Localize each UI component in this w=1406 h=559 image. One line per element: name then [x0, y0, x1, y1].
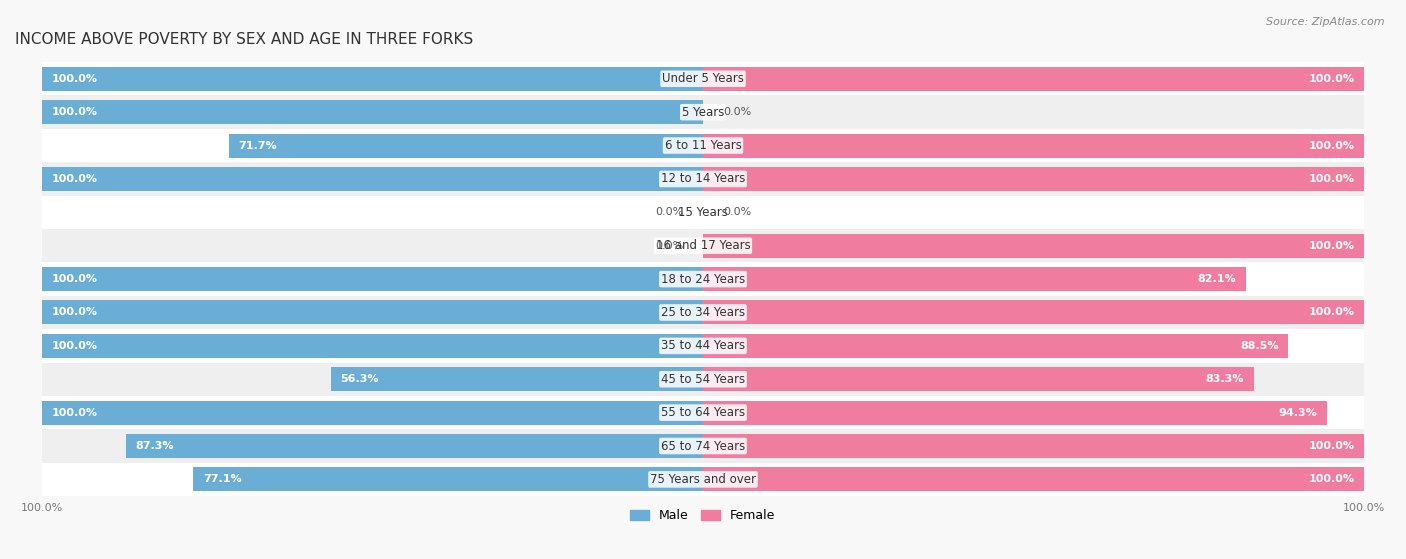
Text: 5 Years: 5 Years: [682, 106, 724, 119]
Text: 15 Years: 15 Years: [678, 206, 728, 219]
Bar: [42, 262, 1364, 296]
Legend: Male, Female: Male, Female: [630, 509, 776, 522]
Bar: [703, 167, 1364, 191]
Text: 94.3%: 94.3%: [1278, 408, 1317, 418]
Text: 16 and 17 Years: 16 and 17 Years: [655, 239, 751, 252]
Bar: [703, 267, 1246, 291]
Bar: [703, 334, 1288, 358]
Text: 25 to 34 Years: 25 to 34 Years: [661, 306, 745, 319]
Text: 100.0%: 100.0%: [1309, 307, 1354, 318]
Text: 100.0%: 100.0%: [1309, 241, 1354, 251]
Text: 55 to 64 Years: 55 to 64 Years: [661, 406, 745, 419]
Bar: [42, 296, 1364, 329]
Text: 0.0%: 0.0%: [655, 241, 683, 251]
Text: 0.0%: 0.0%: [655, 207, 683, 217]
Bar: [703, 467, 1364, 491]
Bar: [42, 162, 1364, 196]
Bar: [703, 367, 1254, 391]
Bar: [42, 463, 1364, 496]
Text: 35 to 44 Years: 35 to 44 Years: [661, 339, 745, 352]
Text: 100.0%: 100.0%: [1309, 74, 1354, 84]
Bar: [42, 167, 703, 191]
Bar: [125, 434, 703, 458]
Text: 100.0%: 100.0%: [1309, 174, 1354, 184]
Text: 6 to 11 Years: 6 to 11 Years: [665, 139, 741, 152]
Bar: [703, 234, 1364, 258]
Bar: [42, 62, 1364, 96]
Bar: [42, 229, 1364, 262]
Text: 100.0%: 100.0%: [52, 408, 97, 418]
Bar: [703, 401, 1327, 425]
Bar: [42, 96, 1364, 129]
Bar: [42, 363, 1364, 396]
Text: 56.3%: 56.3%: [340, 374, 380, 384]
Text: 0.0%: 0.0%: [723, 107, 751, 117]
Text: 75 Years and over: 75 Years and over: [650, 473, 756, 486]
Bar: [42, 301, 703, 325]
Text: 82.1%: 82.1%: [1198, 274, 1236, 284]
Text: 100.0%: 100.0%: [52, 174, 97, 184]
Text: 12 to 14 Years: 12 to 14 Years: [661, 172, 745, 186]
Text: 88.5%: 88.5%: [1240, 341, 1278, 351]
Bar: [42, 267, 703, 291]
Text: 45 to 54 Years: 45 to 54 Years: [661, 373, 745, 386]
Text: 100.0%: 100.0%: [52, 74, 97, 84]
Bar: [703, 434, 1364, 458]
Text: 100.0%: 100.0%: [1309, 475, 1354, 485]
Bar: [703, 134, 1364, 158]
Text: 100.0%: 100.0%: [52, 274, 97, 284]
Bar: [42, 396, 1364, 429]
Text: 100.0%: 100.0%: [52, 341, 97, 351]
Bar: [229, 134, 703, 158]
Text: 100.0%: 100.0%: [1309, 441, 1354, 451]
Text: 83.3%: 83.3%: [1205, 374, 1244, 384]
Bar: [42, 334, 703, 358]
Text: 77.1%: 77.1%: [202, 475, 242, 485]
Text: 0.0%: 0.0%: [723, 207, 751, 217]
Text: 87.3%: 87.3%: [135, 441, 174, 451]
Text: Under 5 Years: Under 5 Years: [662, 72, 744, 86]
Bar: [330, 367, 703, 391]
Text: 65 to 74 Years: 65 to 74 Years: [661, 439, 745, 453]
Bar: [42, 401, 703, 425]
Bar: [42, 100, 703, 124]
Bar: [193, 467, 703, 491]
Text: Source: ZipAtlas.com: Source: ZipAtlas.com: [1267, 17, 1385, 27]
Bar: [42, 429, 1364, 463]
Bar: [42, 329, 1364, 363]
Text: 100.0%: 100.0%: [1309, 140, 1354, 150]
Text: 71.7%: 71.7%: [239, 140, 277, 150]
Text: 100.0%: 100.0%: [52, 107, 97, 117]
Text: 18 to 24 Years: 18 to 24 Years: [661, 273, 745, 286]
Text: INCOME ABOVE POVERTY BY SEX AND AGE IN THREE FORKS: INCOME ABOVE POVERTY BY SEX AND AGE IN T…: [15, 32, 474, 47]
Bar: [42, 196, 1364, 229]
Bar: [703, 301, 1364, 325]
Text: 100.0%: 100.0%: [52, 307, 97, 318]
Bar: [703, 67, 1364, 91]
Bar: [42, 67, 703, 91]
Bar: [42, 129, 1364, 162]
